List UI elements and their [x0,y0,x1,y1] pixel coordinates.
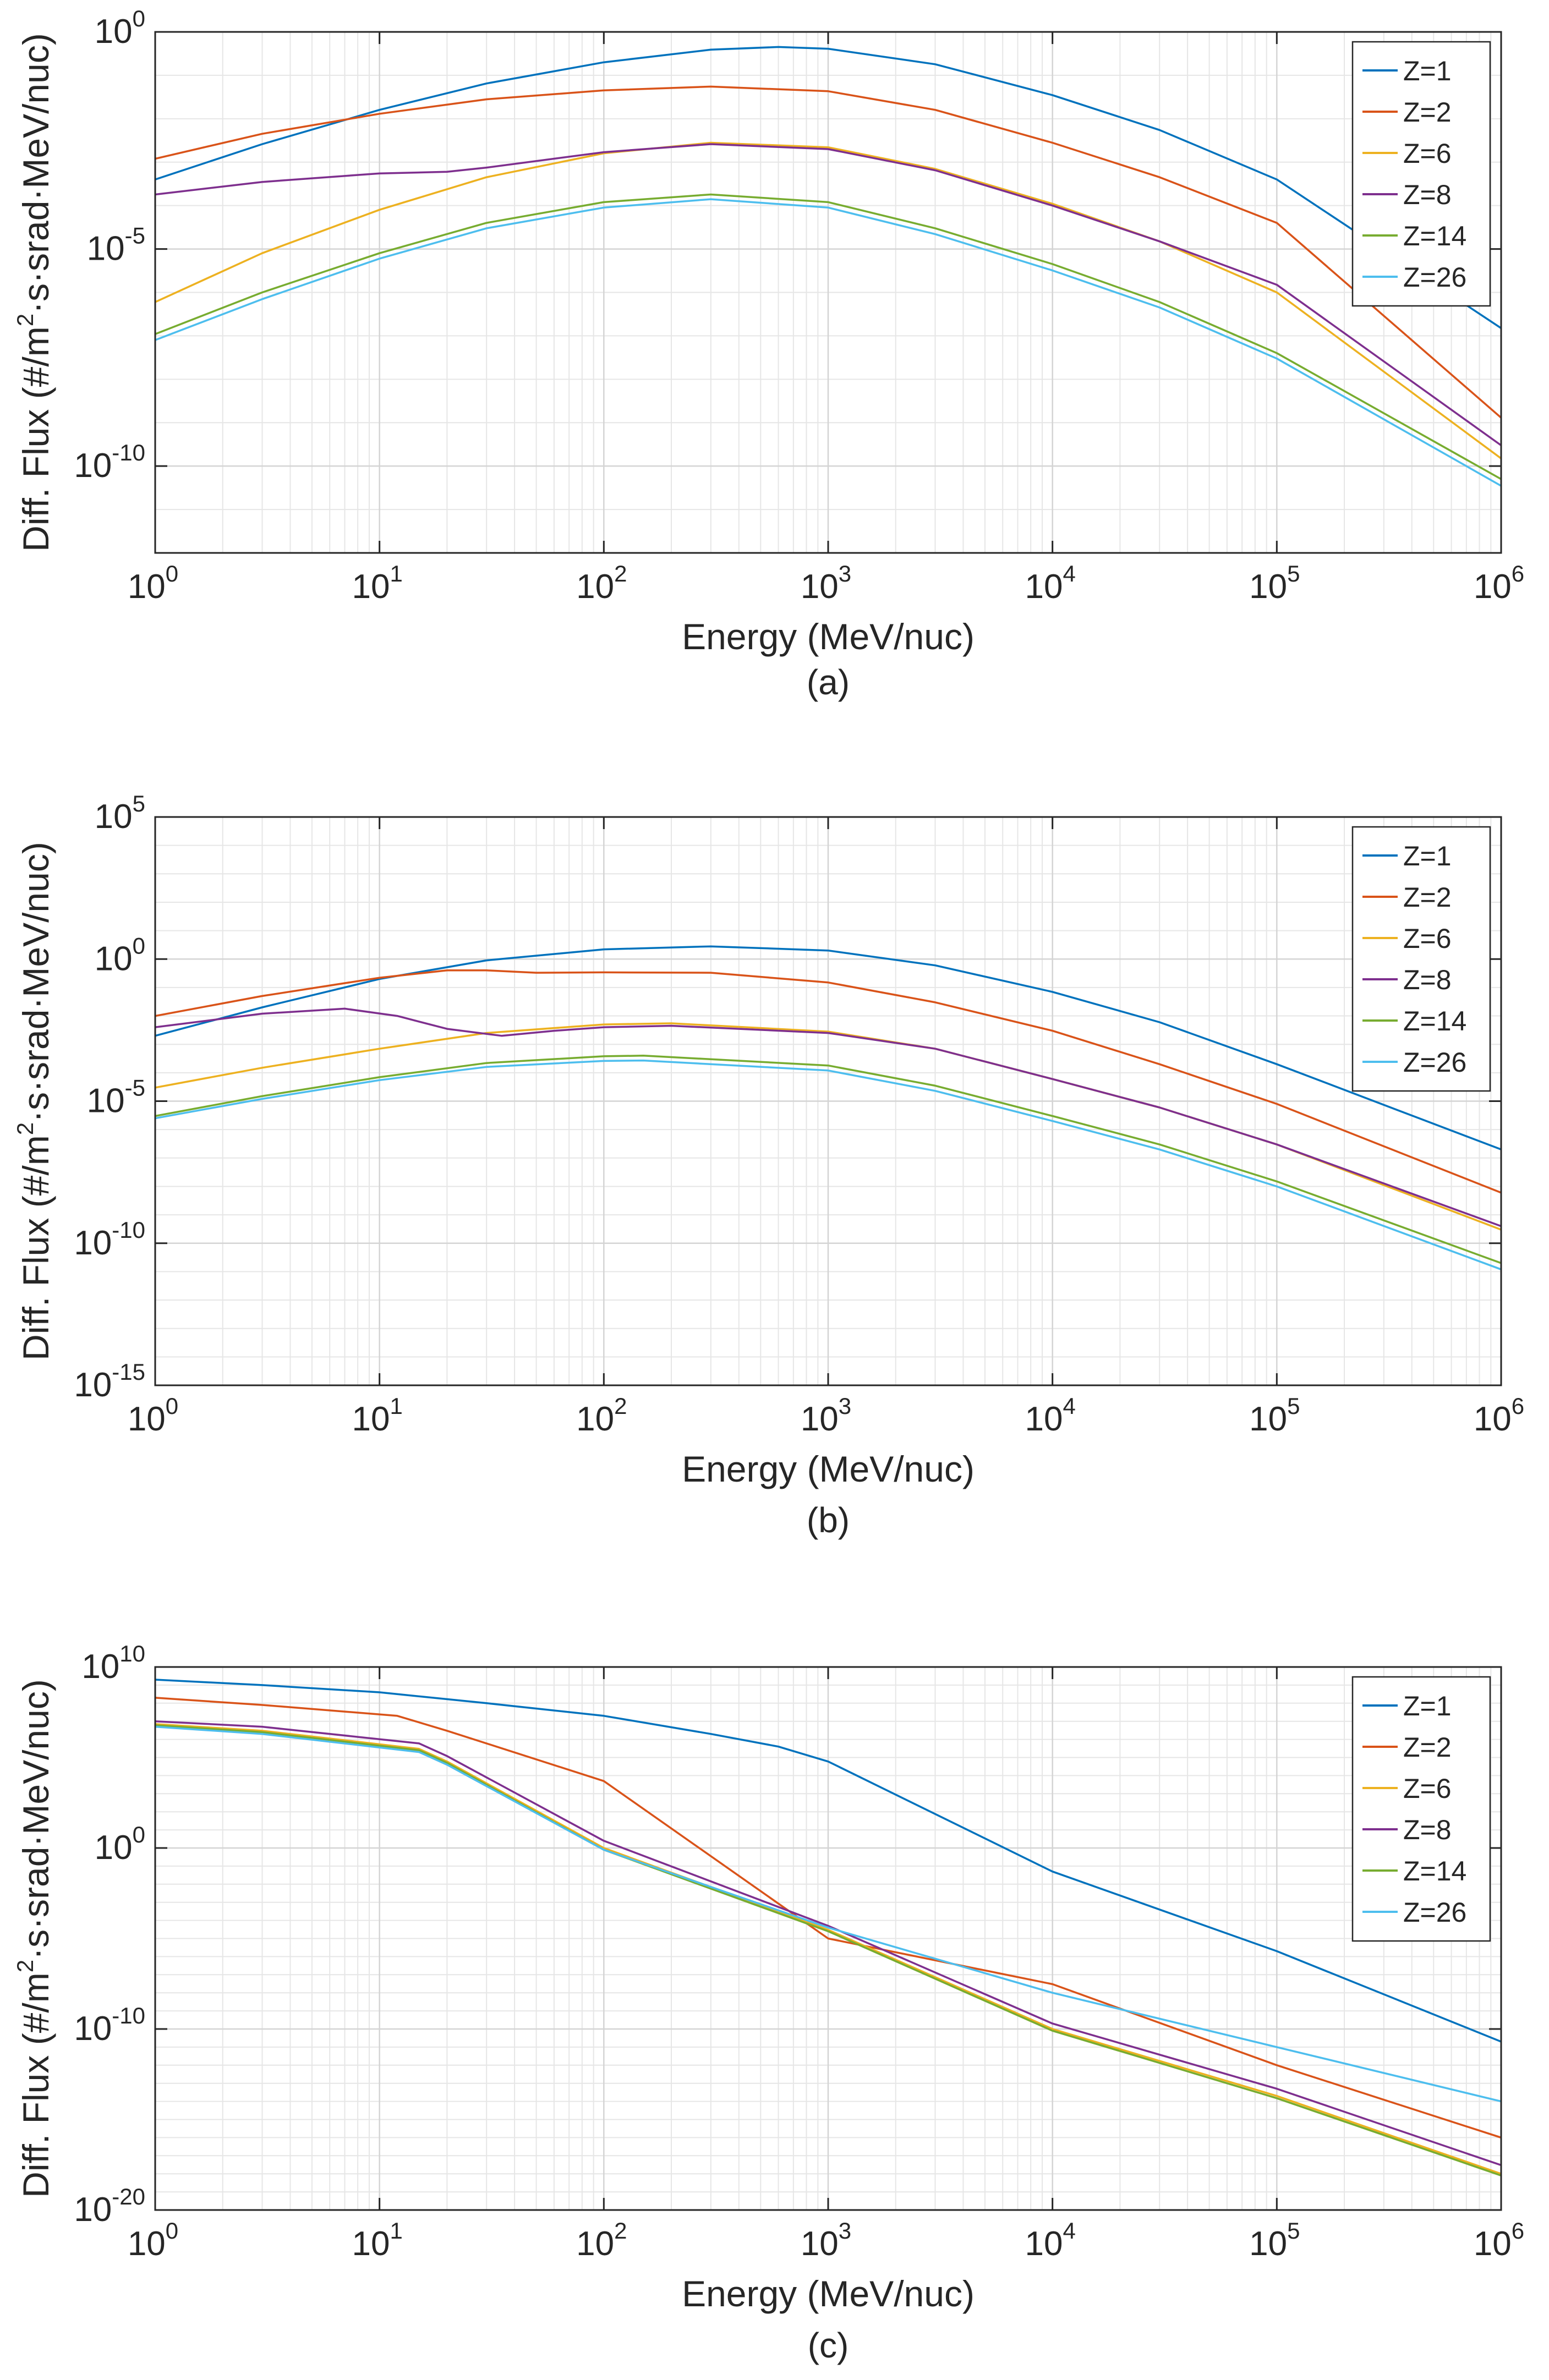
y-tick-label: 100 [95,6,145,51]
y-tick-label: 10-5 [87,1075,145,1120]
y-tick-label: 100 [95,1822,145,1867]
legend-label: Z=2 [1403,1732,1452,1763]
x-tick-label: 103 [801,2218,851,2263]
legend-label: Z=6 [1403,1773,1452,1804]
x-tick-label: 103 [801,561,851,606]
series-line [155,1055,1501,1264]
legend-label: Z=6 [1403,923,1452,954]
panel-caption: (a) [807,662,850,702]
x-tick-label: 104 [1025,561,1076,606]
legend-label: Z=26 [1403,1047,1466,1078]
x-tick-label: 105 [1249,2218,1300,2263]
x-tick-label: 105 [1249,561,1300,606]
series-line [155,969,1501,1194]
y-tick-label: 10-20 [74,2184,145,2229]
legend: Z=1 Z=2 Z=6 Z=8 Z=14 Z=26 [1351,826,1491,1092]
y-tick-label: 1010 [81,1641,145,1686]
legend-label: Z=1 [1403,841,1452,871]
legend-label: Z=14 [1403,1006,1466,1037]
legend-box [1351,41,1491,307]
chart-panel: 100 101 102 103 104 105 106 10-20 10-10 100 1010 En… [12,1641,1524,2365]
series-line [155,85,1501,419]
legend-label: Z=1 [1403,1691,1452,1721]
series-group [155,46,1501,487]
legend-box [1351,1676,1491,1942]
series-line [155,1720,1501,2167]
x-tick-label: 101 [352,1393,403,1438]
y-axis-label: Diff. Flux (#/m2·s·srad·MeV/nuc) [12,842,56,1361]
x-tick-label: 100 [128,561,178,606]
y-tick-label: 10-15 [74,1359,145,1404]
legend-label: Z=8 [1403,1814,1452,1845]
series-line [155,1725,1501,2103]
y-tick-label: 10-10 [74,1217,145,1262]
x-axis-label: Energy (MeV/nuc) [682,1449,975,1489]
x-tick-label: 106 [1474,1393,1524,1438]
x-tick-label: 100 [128,1393,178,1438]
x-tick-label: 101 [352,561,403,606]
series-line [155,143,1501,446]
x-tick-label: 103 [801,1393,851,1438]
x-tick-label: 105 [1249,1393,1300,1438]
legend-label: Z=1 [1403,56,1452,86]
y-tick-label: 10-10 [74,2003,145,2048]
y-axis-label: Diff. Flux (#/m2·s·srad·MeV/nuc) [12,1679,56,2198]
legend-label: Z=8 [1403,964,1452,995]
chart-panel: 100 101 102 103 104 105 106 10-15 10-10 10-5 100 10… [12,791,1524,1540]
legend-label: Z=26 [1403,1897,1466,1928]
legend-label: Z=6 [1403,138,1452,169]
y-axis-label: Diff. Flux (#/m2·s·srad·MeV/nuc) [12,33,56,552]
y-tick-label: 105 [95,791,145,836]
series-line [155,46,1501,329]
legend-label: Z=2 [1403,97,1452,128]
series-line [155,141,1501,459]
series-line [155,193,1501,480]
x-tick-label: 101 [352,2218,403,2263]
chart-panel: 100 101 102 103 104 105 106 10-10 10-5 100 Energy … [12,6,1524,702]
series-line [155,1059,1501,1270]
series-line [155,198,1501,487]
series-group [155,1679,1501,2177]
series-group [155,945,1501,1270]
x-axis-label: Energy (MeV/nuc) [682,2273,975,2314]
series-line [155,945,1501,1150]
x-tick-label: 102 [576,561,627,606]
legend-label: Z=8 [1403,179,1452,210]
legend-label: Z=2 [1403,882,1452,913]
legend: Z=1 Z=2 Z=6 Z=8 Z=14 Z=26 [1351,1676,1491,1942]
series-line [155,1679,1501,2043]
y-tick-label: 10-10 [74,440,145,485]
legend-label: Z=14 [1403,221,1466,251]
panel-caption: (c) [808,2326,849,2365]
x-tick-label: 102 [576,1393,627,1438]
legend-box [1351,826,1491,1092]
legend: Z=1 Z=2 Z=6 Z=8 Z=14 Z=26 [1351,41,1491,307]
legend-label: Z=14 [1403,1856,1466,1887]
x-tick-label: 104 [1025,1393,1076,1438]
series-line [155,1697,1501,2139]
y-tick-label: 10-5 [87,223,145,268]
x-tick-label: 102 [576,2218,627,2263]
x-tick-label: 100 [128,2218,178,2263]
series-line [155,1723,1501,2175]
y-tick-label: 100 [95,933,145,978]
x-tick-label: 104 [1025,2218,1076,2263]
x-tick-label: 106 [1474,561,1524,606]
panel-caption: (b) [807,1500,850,1540]
series-line [155,1007,1501,1227]
legend-label: Z=26 [1403,262,1466,293]
x-axis-label: Energy (MeV/nuc) [682,616,975,657]
x-tick-label: 106 [1474,2218,1524,2263]
